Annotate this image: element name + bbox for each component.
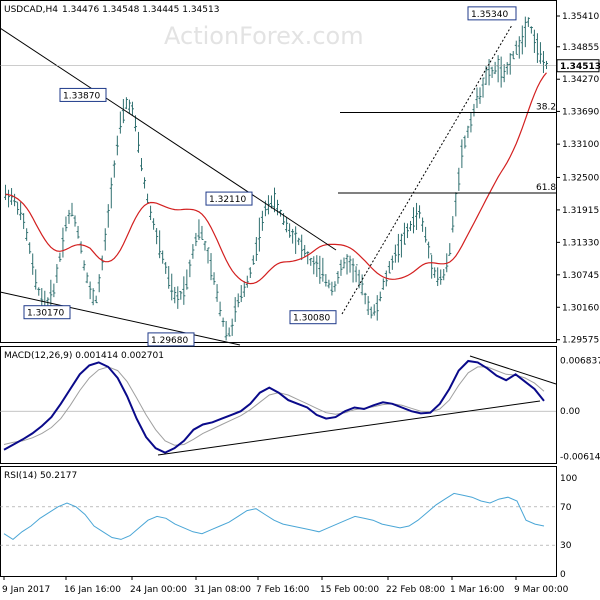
watermark: ActionForex.com [164, 22, 364, 50]
price-y-tick-label: 1.31915 [562, 206, 599, 216]
x-tick-label: 31 Jan 08:00 [194, 585, 251, 595]
price-annotation-label: 1.32110 [209, 195, 246, 205]
price-y-tick-label: 1.30745 [562, 271, 599, 281]
price-y-tick-label: 1.29575 [562, 336, 599, 346]
price-annotation-box [289, 310, 337, 325]
rsi-y-tick-label: 0 [560, 570, 566, 580]
price-y-tick-label: 1.32500 [562, 173, 599, 183]
current-price-label: 1.34513 [560, 62, 600, 72]
macd-rising-trendline [157, 400, 541, 456]
rsi-y-tick-label: 100 [560, 474, 577, 484]
price-annotation-box [23, 305, 71, 320]
price-y-tick-label: 1.31330 [562, 238, 599, 248]
price-annotation-label: 1.33870 [63, 91, 100, 101]
rsi-line [3, 492, 545, 541]
x-tick-label: 7 Feb 16:00 [256, 585, 310, 595]
macd-title: MACD(12,26,9) 0.001414 0.002701 [4, 351, 164, 361]
rsi-panel [0, 466, 557, 577]
header-symbol: USDCAD,H4 [4, 5, 58, 15]
header-ohlc: 1.34476 1.34548 1.34445 1.34513 [62, 5, 219, 15]
fib-level-label: 61.8 [536, 183, 556, 193]
price-annotation-box [467, 6, 517, 21]
price-annotation-label: 1.35340 [471, 10, 508, 20]
x-tick-label: 15 Feb 00:00 [320, 585, 379, 595]
price-annotation-box [205, 191, 253, 206]
price-annotation-label: 1.30170 [27, 309, 64, 319]
lower-trendline [0, 291, 241, 346]
current-price-box [556, 59, 600, 73]
x-tick-label: 22 Feb 08:00 [386, 585, 445, 595]
price-annotation-box [59, 87, 107, 102]
rsi-title: RSI(14) 50.2177 [4, 471, 77, 481]
macd-signal-line [3, 366, 545, 446]
x-tick-label: 24 Jan 00:00 [130, 585, 187, 595]
rsi-y-tick-label: 70 [560, 503, 572, 513]
price-y-tick-label: 1.35410 [562, 12, 599, 22]
price-y-tick-label: 1.33690 [562, 107, 599, 117]
price-y-tick-label: 1.34855 [562, 43, 599, 53]
x-tick-label: 9 Mar 00:00 [514, 585, 569, 595]
price-y-tick-label: 1.34270 [562, 75, 599, 85]
x-tick-label: 16 Jan 16:00 [64, 585, 121, 595]
fib-level-label: 38.2 [536, 103, 556, 113]
moving-average-line [5, 72, 547, 285]
price-annotation-label: 1.29680 [151, 336, 188, 346]
macd-falling-trendline [469, 355, 557, 385]
descending-trendline [0, 27, 337, 251]
price-annotation-box [147, 332, 195, 347]
price-y-tick-label: 1.33100 [562, 140, 599, 150]
price-y-tick-label: 1.30160 [562, 303, 599, 313]
x-tick-label: 9 Jan 2017 [2, 585, 50, 595]
rsi-y-tick-label: 30 [560, 541, 572, 551]
price-panel [0, 0, 557, 343]
macd-panel [0, 346, 557, 464]
macd-y-tick-label: 0.00 [560, 407, 580, 417]
price-annotation-label: 1.30080 [293, 314, 330, 324]
x-tick-label: 1 Mar 16:00 [450, 585, 505, 595]
macd-line [3, 359, 545, 454]
macd-y-tick-label: 0.006837 [560, 357, 600, 367]
